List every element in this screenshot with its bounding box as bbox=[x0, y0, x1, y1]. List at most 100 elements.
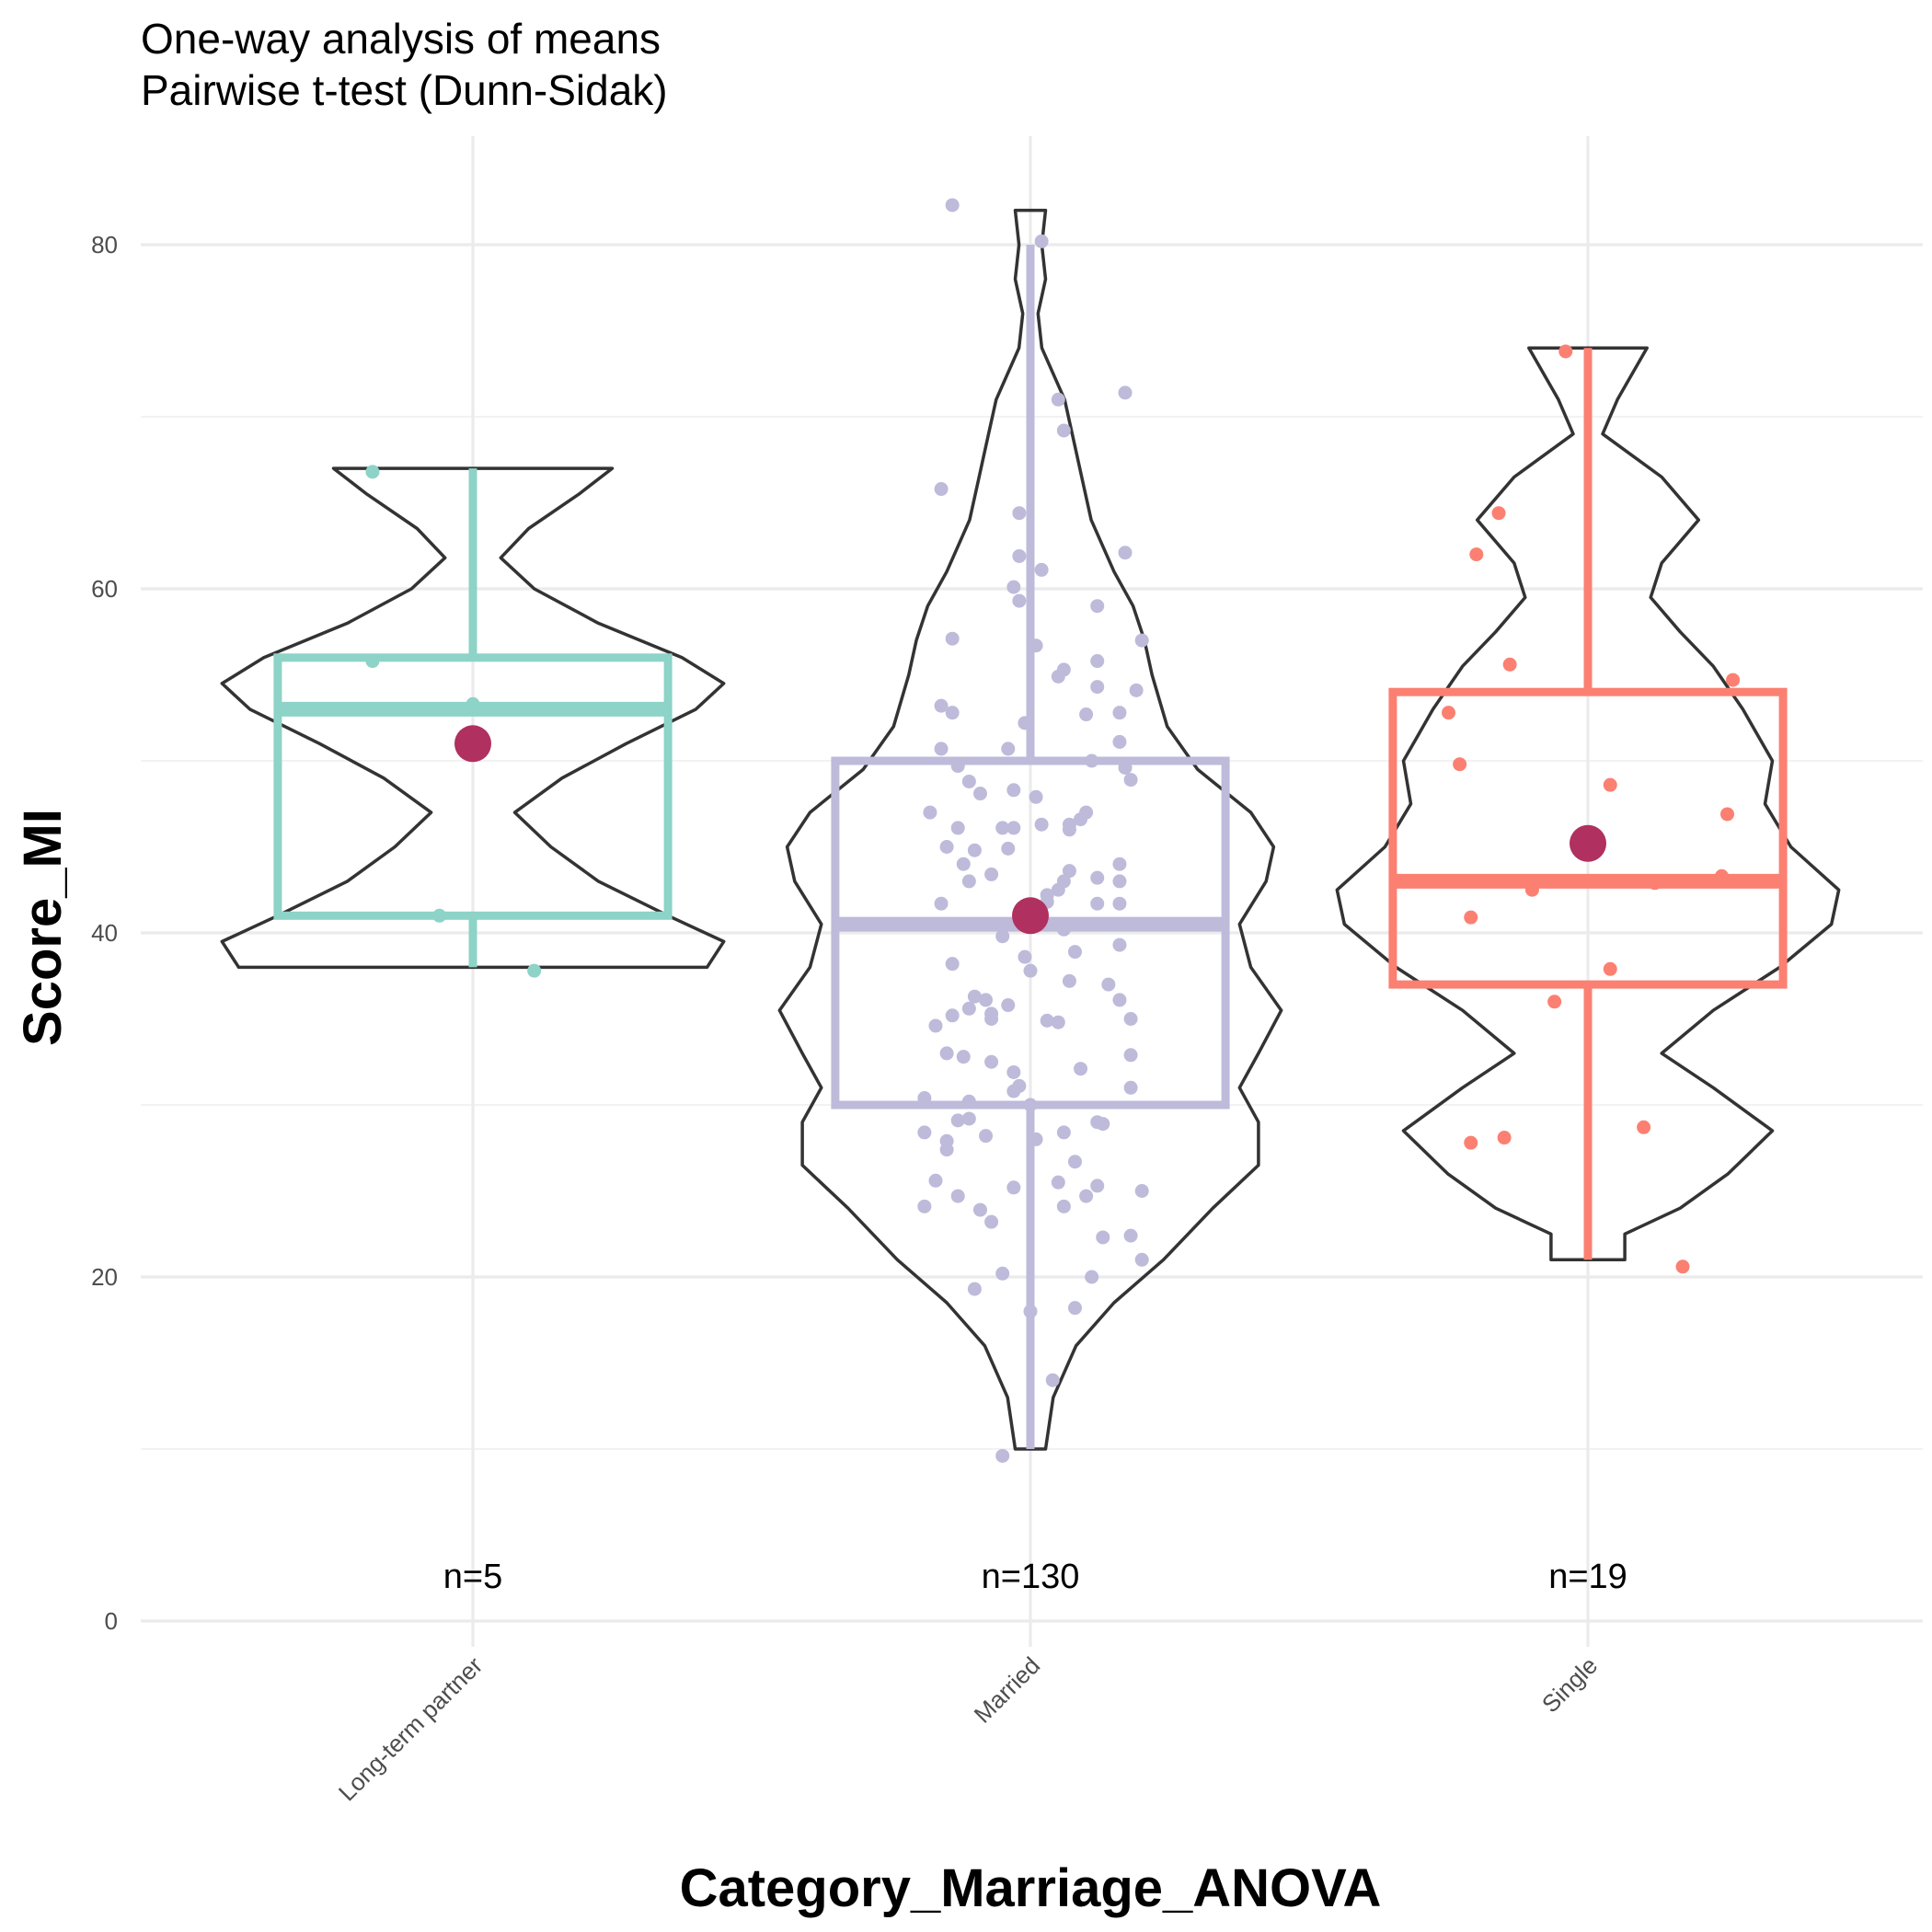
data-point bbox=[1085, 1270, 1099, 1284]
data-point bbox=[984, 1006, 999, 1021]
chart-title: One-way analysis of means bbox=[141, 15, 661, 63]
data-point bbox=[1062, 822, 1076, 837]
data-point bbox=[984, 1054, 999, 1069]
data-point bbox=[1034, 234, 1049, 248]
data-point bbox=[1090, 680, 1105, 695]
data-point bbox=[979, 1129, 994, 1144]
data-point bbox=[1726, 673, 1741, 687]
data-point bbox=[1524, 882, 1539, 897]
data-point bbox=[961, 1094, 976, 1109]
data-point bbox=[945, 198, 960, 213]
data-point bbox=[1096, 1230, 1110, 1245]
data-point bbox=[1112, 734, 1127, 749]
data-point bbox=[1603, 961, 1617, 976]
mean-marker bbox=[454, 725, 491, 763]
data-point bbox=[1079, 805, 1094, 820]
data-point bbox=[1714, 868, 1729, 883]
data-point bbox=[1090, 870, 1105, 885]
data-point bbox=[1012, 548, 1027, 563]
data-point bbox=[1001, 998, 1016, 1013]
data-point bbox=[1134, 633, 1149, 648]
data-point bbox=[1067, 1301, 1082, 1316]
data-point bbox=[961, 1001, 976, 1016]
data-point bbox=[1034, 817, 1049, 832]
point-layer bbox=[365, 198, 1741, 1463]
y-tick-label: 40 bbox=[91, 919, 118, 947]
data-point bbox=[1502, 657, 1517, 672]
data-point bbox=[1029, 789, 1043, 804]
n-label: n=5 bbox=[443, 1558, 502, 1596]
data-point bbox=[1123, 1012, 1138, 1026]
data-point bbox=[1006, 580, 1021, 594]
y-tick-label: 20 bbox=[91, 1263, 118, 1291]
data-point bbox=[956, 1050, 971, 1064]
data-point bbox=[979, 993, 994, 1007]
data-point bbox=[972, 787, 987, 801]
data-point bbox=[1090, 599, 1105, 614]
data-point bbox=[928, 1018, 943, 1033]
data-point bbox=[1034, 562, 1049, 577]
data-point bbox=[1464, 1135, 1478, 1150]
data-point bbox=[1464, 910, 1478, 925]
data-point bbox=[1040, 1013, 1054, 1028]
data-point bbox=[1056, 1125, 1071, 1140]
data-point bbox=[1051, 669, 1065, 684]
data-point bbox=[1129, 683, 1144, 697]
data-point bbox=[967, 989, 982, 1004]
data-point bbox=[1637, 1120, 1651, 1134]
data-point bbox=[1558, 344, 1573, 359]
data-point bbox=[967, 843, 982, 857]
x-tick-label: Married bbox=[969, 1651, 1046, 1729]
data-point bbox=[1045, 1373, 1060, 1387]
data-point bbox=[432, 908, 447, 923]
data-point bbox=[1001, 841, 1016, 856]
data-point bbox=[1123, 1228, 1138, 1243]
data-point bbox=[1001, 742, 1016, 756]
data-point bbox=[1491, 506, 1506, 521]
data-point bbox=[945, 706, 960, 720]
x-axis-title: Category_Marriage_ANOVA bbox=[680, 1858, 1382, 1918]
data-point bbox=[1497, 1131, 1512, 1145]
data-point bbox=[945, 957, 960, 972]
data-point bbox=[1062, 973, 1076, 988]
data-point bbox=[939, 840, 954, 854]
data-point bbox=[1006, 1084, 1021, 1098]
y-tick-label: 0 bbox=[105, 1607, 118, 1635]
data-point bbox=[917, 1091, 932, 1106]
data-point bbox=[1648, 876, 1662, 891]
y-axis-title: Score_MI bbox=[13, 809, 73, 1046]
data-point bbox=[1051, 392, 1065, 407]
data-point bbox=[1134, 1252, 1149, 1267]
data-point bbox=[1056, 423, 1071, 438]
data-point bbox=[466, 696, 480, 711]
data-point bbox=[1112, 857, 1127, 871]
label-layer: n=5 n=130 n=19 bbox=[443, 1558, 1627, 1596]
y-tick-label: 60 bbox=[91, 575, 118, 603]
data-point bbox=[1029, 1132, 1043, 1146]
data-point bbox=[995, 929, 1010, 944]
data-point bbox=[1118, 760, 1133, 775]
data-point bbox=[934, 482, 949, 497]
violin-outline bbox=[777, 208, 1283, 1451]
data-point bbox=[1090, 654, 1105, 669]
data-point bbox=[1123, 1080, 1138, 1095]
data-point bbox=[1112, 874, 1127, 889]
data-point bbox=[934, 698, 949, 713]
data-point bbox=[945, 631, 960, 646]
data-point bbox=[1469, 547, 1484, 562]
data-point bbox=[950, 1189, 965, 1203]
data-point bbox=[1006, 1064, 1021, 1079]
data-point bbox=[1067, 945, 1082, 960]
data-point bbox=[995, 1266, 1010, 1281]
data-point bbox=[928, 1173, 943, 1188]
data-point bbox=[1453, 757, 1467, 772]
x-tick-label: Long-term partner bbox=[333, 1651, 489, 1807]
data-point bbox=[1006, 783, 1021, 798]
data-point bbox=[961, 774, 976, 788]
data-point bbox=[1074, 1062, 1088, 1076]
data-point bbox=[1112, 706, 1127, 720]
data-point bbox=[1547, 995, 1562, 1009]
data-point bbox=[1018, 716, 1032, 730]
data-point bbox=[1067, 1155, 1082, 1169]
